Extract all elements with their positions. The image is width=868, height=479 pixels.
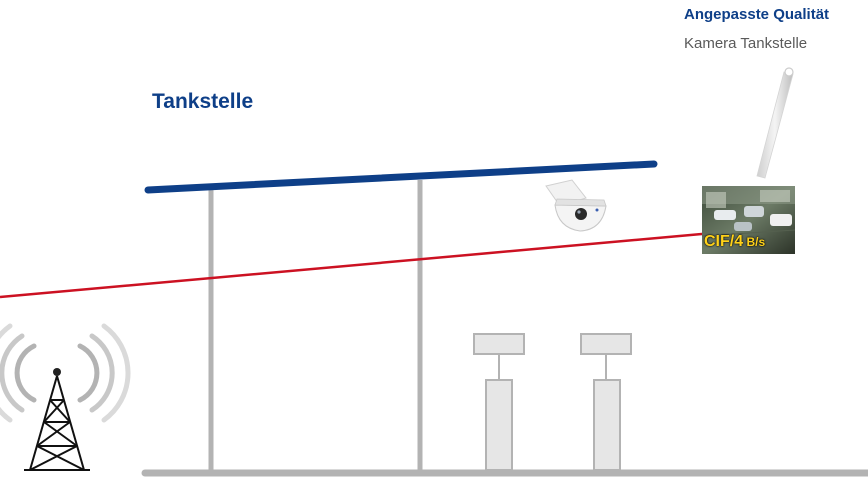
radio-tower-icon — [0, 323, 131, 471]
callout-title: Angepasste Qualität — [684, 6, 830, 23]
fuel-pump-2 — [580, 333, 632, 471]
stream-quality-label: CIF/4 B/s — [704, 233, 765, 251]
stream-fps: 4 — [734, 233, 744, 250]
signal-line — [0, 230, 725, 299]
camera-snapshot-thumbnail — [701, 186, 796, 254]
dome-camera-icon — [545, 179, 607, 232]
canopy-roof — [144, 160, 658, 194]
fuel-pump-1 — [473, 333, 525, 471]
location-title: Tankstelle — [152, 90, 254, 113]
callout-leader — [756, 67, 794, 179]
stream-resolution: CIF/ — [704, 233, 735, 250]
stream-unit: B/s — [743, 235, 766, 249]
callout-subtitle: Kamera Tankstelle — [684, 35, 808, 52]
